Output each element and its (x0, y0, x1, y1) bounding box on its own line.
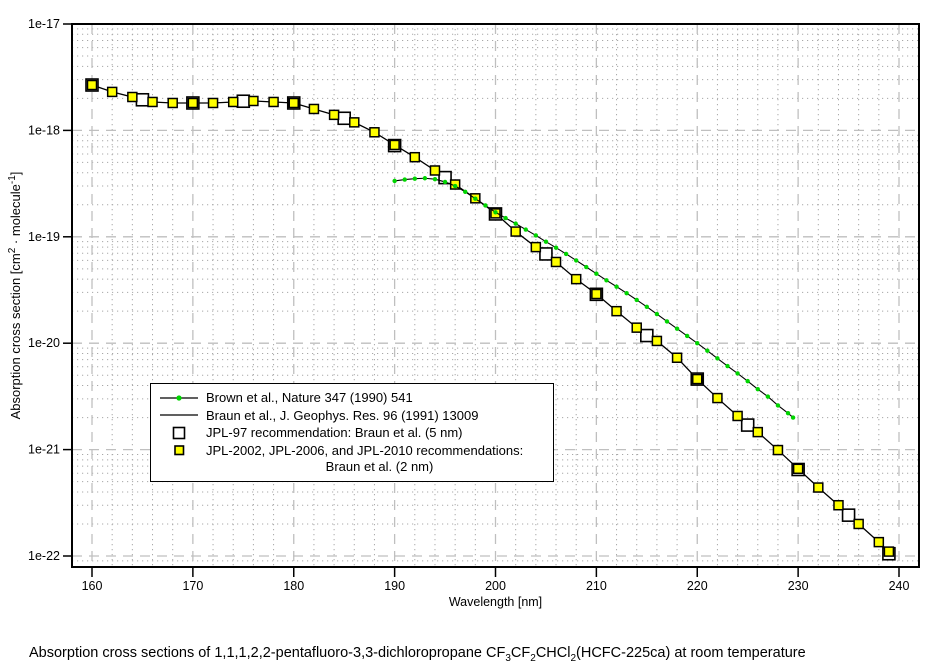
x-tick-label: 160 (82, 579, 103, 593)
caption-subscript: 2 (570, 652, 577, 664)
legend-box: Brown et al., Nature 347 (1990) 541 Brau… (150, 383, 554, 482)
legend-item-jpl97: JPL-97 recommendation: Braun et al. (5 n… (151, 424, 553, 442)
caption-text: (HCFC-225ca) at room temperature (576, 645, 806, 661)
green-dot-line-marker-icon (151, 392, 206, 404)
legend-item-jpl2002: JPL-2002, JPL-2006, and JPL-2010 recomme… (151, 442, 553, 460)
x-tick-label: 170 (182, 579, 203, 593)
caption-subscript: 3 (505, 652, 511, 664)
yellow-square-marker-icon (151, 444, 206, 456)
x-tick-label: 230 (788, 579, 809, 593)
y-tick-label: 1e-22 (28, 549, 60, 563)
y-axis-title: Absorption cross section [cm2 · molecule… (7, 172, 23, 420)
figure-caption: Absorption cross sections of 1,1,1,2,2-p… (29, 645, 929, 664)
grid-major (72, 24, 919, 567)
x-tick-label: 190 (384, 579, 405, 593)
legend-label: JPL-97 recommendation: Braun et al. (5 n… (206, 425, 463, 441)
y-tick-label: 1e-20 (28, 336, 60, 350)
grid-minor (72, 24, 919, 567)
legend-label-line2: Braun et al. (2 nm) (325, 459, 434, 474)
x-tick-label: 240 (889, 579, 910, 593)
x-tick-label: 180 (283, 579, 304, 593)
series-jpl2002-yellow-squares (86, 79, 895, 557)
caption-text: CHCl (535, 645, 571, 661)
y-tick-label: 1e-18 (28, 123, 60, 137)
y-tick-label: 1e-17 (28, 17, 60, 31)
series-jpl97-open-squares (85, 78, 896, 561)
y-tick-label: 1e-21 (28, 443, 60, 457)
plot-canvas: 160 170 180 190 200 210 220 230 2401e-171e-181e-… (7, 17, 920, 609)
series-brown-1990 (392, 176, 796, 420)
legend-label: JPL-2002, JPL-2006, and JPL-2010 recomme… (206, 442, 524, 458)
caption-text: CF (510, 645, 531, 661)
x-axis-title: Wavelength [nm] (449, 595, 542, 609)
open-square-marker-icon (151, 426, 206, 440)
caption-subscript: 2 (530, 652, 536, 664)
x-tick-label: 200 (485, 579, 506, 593)
black-line-marker-icon (151, 409, 206, 421)
x-axis: 160 170 180 190 200 210 220 230 240 (82, 567, 910, 593)
legend-item-braun-1991: Braun et al., J. Geophys. Res. 96 (1991)… (151, 407, 553, 425)
y-tick-label: 1e-19 (28, 230, 60, 244)
x-tick-label: 210 (586, 579, 607, 593)
y-axis: 1e-17 1e-18 1e-19 1e-20 1e-21 1e-22 (28, 17, 72, 563)
x-tick-label: 220 (687, 579, 708, 593)
caption-text: Absorption cross sections of 1,1,1,2,2-p… (29, 645, 506, 661)
legend-label: Brown et al., Nature 347 (1990) 541 (206, 390, 413, 406)
legend-item-brown-1990: Brown et al., Nature 347 (1990) 541 (151, 389, 553, 407)
legend-label: Braun et al., J. Geophys. Res. 96 (1991)… (206, 407, 479, 423)
